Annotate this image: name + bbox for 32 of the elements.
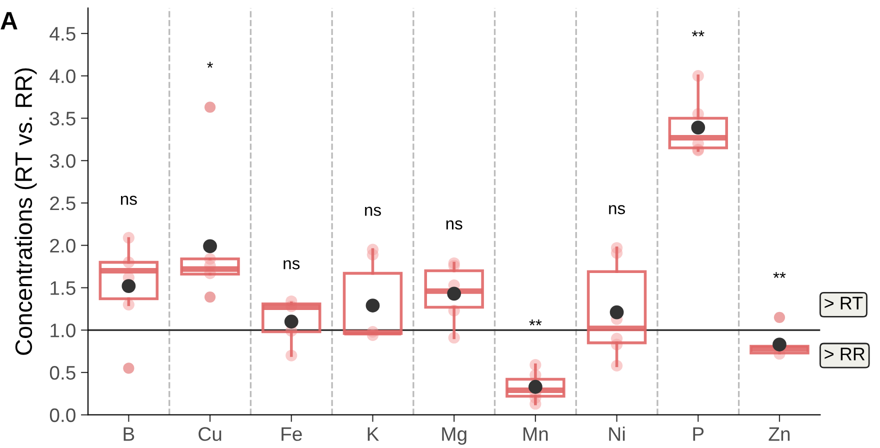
annotation: * (207, 62, 214, 68)
annotation: ** (692, 30, 704, 36)
text: > RT (824, 296, 863, 310)
annotation: ns (446, 220, 462, 230)
y-tick-label: 1.0 (50, 324, 76, 338)
y-tick-label: 4.0 (50, 69, 76, 84)
y-tick-label: 0.0 (50, 408, 76, 422)
y-tick-label: 3.0 (50, 154, 76, 168)
x-tick-label: K (368, 427, 379, 441)
y-tick-label: 4.5 (50, 27, 76, 41)
x-tick-label: P (693, 427, 704, 441)
x-tick-label: Mn (524, 427, 548, 441)
x-tick-label: Mg (442, 427, 466, 445)
annotation: ** (773, 272, 786, 278)
text: > RR (824, 348, 865, 360)
annotation: ns (609, 205, 625, 214)
annotation: ns (365, 206, 381, 216)
text: A (0, 12, 18, 30)
y-tick-label: 3.5 (50, 112, 76, 126)
y-tick-label: 0.5 (50, 366, 76, 380)
x-tick-label: Cu (198, 427, 222, 441)
x-tick-label: Ni (609, 426, 625, 441)
y-tick-label: 2.0 (50, 238, 76, 253)
x-tick-label: Fe (282, 427, 302, 441)
x-tick-label: Zn (768, 427, 790, 441)
y-axis-title: Concentrations (RT vs. RR) (14, 68, 37, 355)
annotation: ns (284, 260, 300, 270)
annotation: ** (529, 320, 542, 326)
y-tick-label: 1.5 (50, 281, 76, 295)
y-tick-label: 2.5 (50, 196, 76, 210)
x-tick-label: B (124, 427, 134, 441)
annotation: ns (120, 196, 137, 205)
